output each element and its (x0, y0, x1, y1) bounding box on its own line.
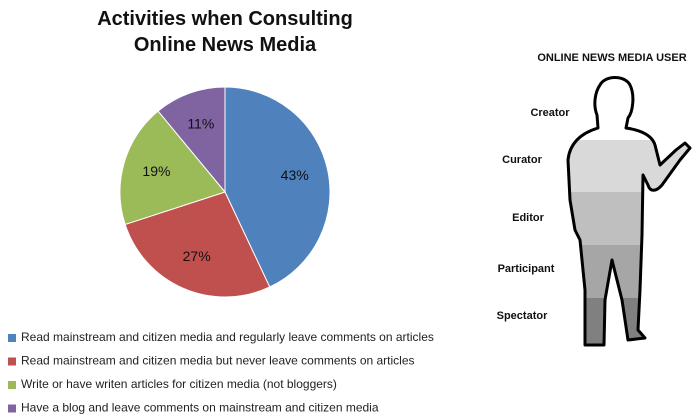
data-label: 43% (281, 167, 309, 183)
pie-slice (124, 191, 271, 298)
level-label: Spectator (497, 310, 548, 322)
data-label: 27% (183, 248, 211, 264)
legend-swatch (8, 404, 16, 413)
legend-label: Read mainstream and citizen media but ne… (21, 354, 415, 368)
chart-title: Activities when Consulting Online News M… (97, 8, 353, 56)
level-label: Curator (502, 154, 542, 166)
legend-swatch (8, 381, 16, 389)
pie-slice (157, 86, 226, 194)
level-label: Editor (512, 212, 544, 224)
legend-swatch (8, 357, 16, 366)
legend-label: Read mainstream and citizen media and re… (21, 330, 434, 344)
legend-label: Write or have writen articles for citize… (21, 377, 337, 391)
data-label: 19% (142, 163, 170, 179)
level-label: Participant (498, 263, 555, 275)
legend-label: Have a blog and leave comments on mainst… (21, 401, 379, 415)
pie-slice (224, 86, 331, 288)
data-label: 11% (187, 116, 214, 132)
silhouette-bands (568, 77, 690, 345)
legend-swatch (8, 334, 16, 342)
diagram-title: ONLINE NEWS MEDIA USER (537, 52, 686, 64)
silhouette-outline (566, 76, 692, 347)
level-label: Creator (530, 107, 570, 119)
pie-slice (119, 110, 226, 226)
